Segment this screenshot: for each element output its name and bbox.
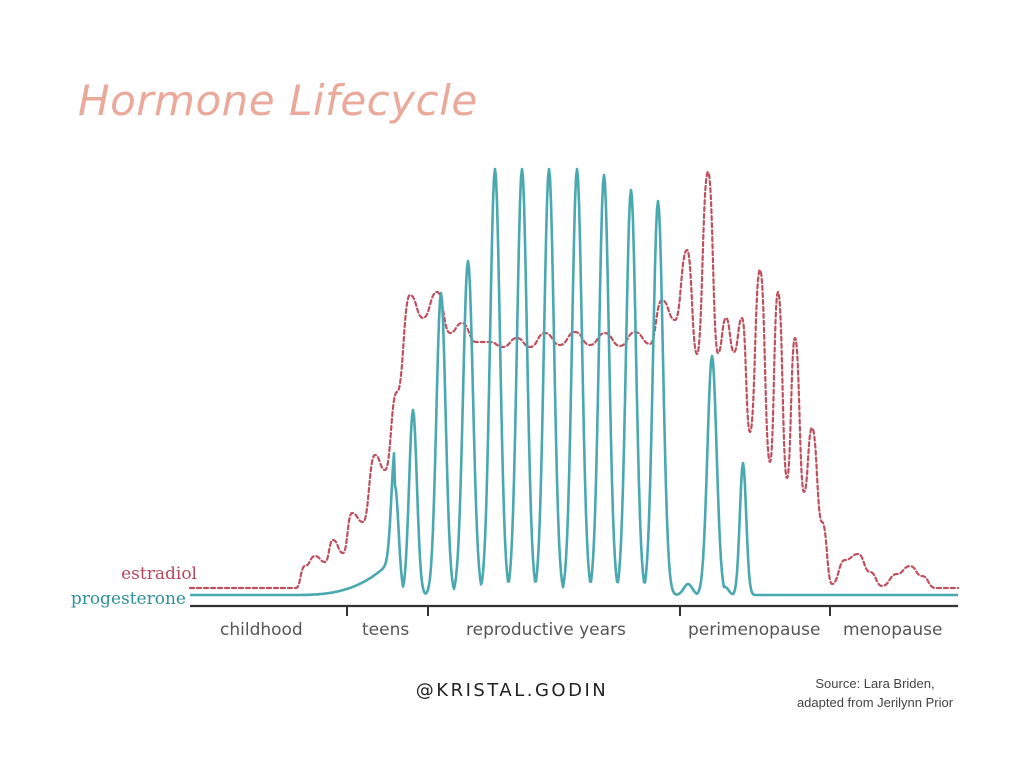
phase-childhood: childhood (220, 620, 303, 640)
progesterone-curve (189, 167, 959, 597)
source-line: Source: Lara Briden, (815, 676, 935, 691)
estradiol-label: estradiol (121, 564, 197, 584)
phase-reproductive-years: reproductive years (466, 620, 626, 640)
source-credit: Source: Lara Briden, adapted from Jerily… (780, 674, 970, 712)
page-title: Hormone Lifecycle (78, 76, 478, 125)
source-line: adapted from Jerilynn Prior (796, 695, 954, 710)
progesterone-label: progesterone (70, 589, 186, 609)
author-handle: @KRISTAL.GODIN (0, 680, 1024, 701)
phase-menopause: menopause (843, 620, 943, 640)
phase-perimenopause: perimenopause (688, 620, 821, 640)
estradiol-curve (188, 170, 960, 590)
phase-teens: teens (362, 620, 410, 640)
author-handle-text: @KRISTAL.GODIN (415, 680, 609, 701)
